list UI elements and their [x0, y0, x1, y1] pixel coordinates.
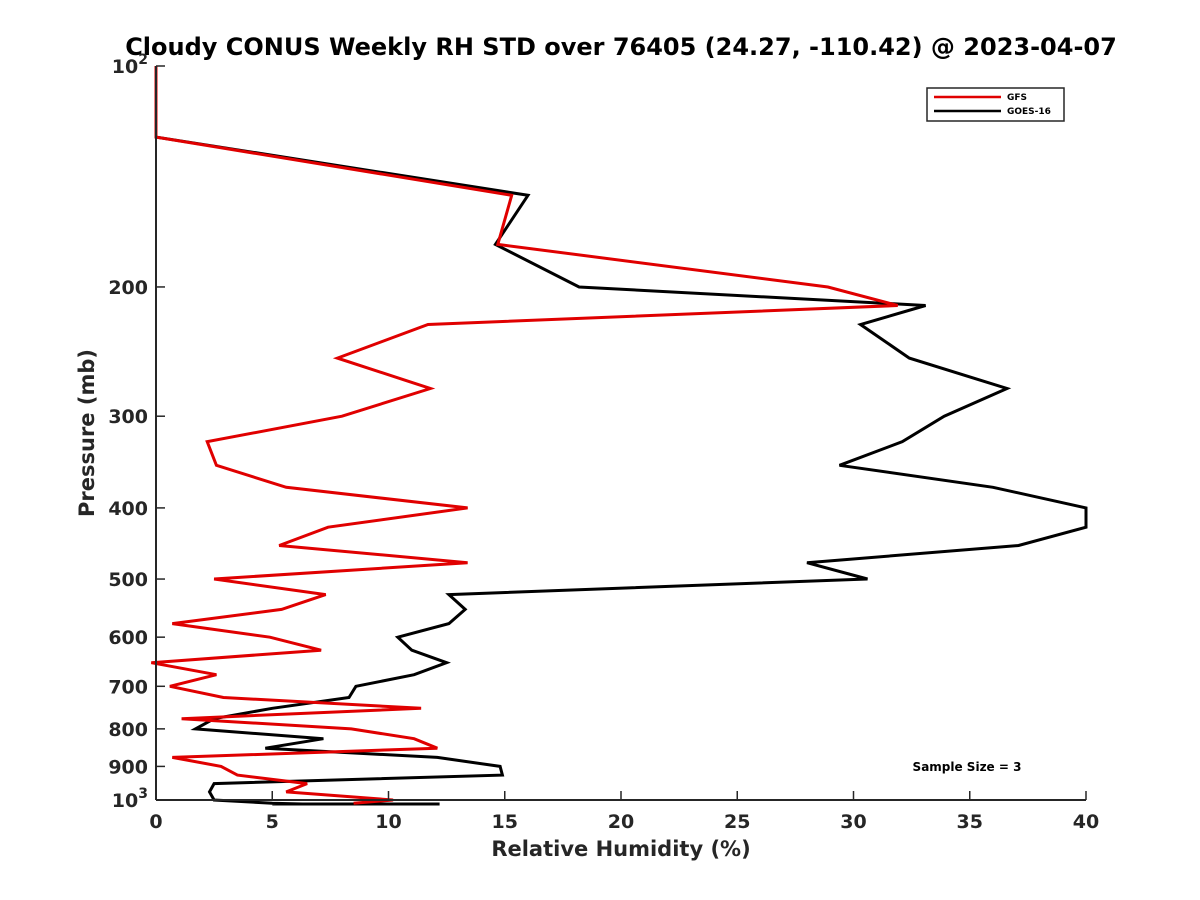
y-tick-label: 800 [108, 719, 148, 741]
y-axis-label: Pressure (mb) [75, 349, 99, 517]
legend-box [926, 87, 1065, 122]
x-axis-ticks: 0 5 10 15 20 25 30 35 40 [149, 791, 1099, 833]
y-tick-label: 700 [108, 676, 148, 698]
x-tick-label: 5 [266, 811, 279, 833]
x-tick-label: 25 [724, 811, 750, 833]
x-tick-label: 20 [608, 811, 634, 833]
sample-size-annotation: Sample Size = 3 [913, 760, 1022, 774]
chart-title: Cloudy CONUS Weekly RH STD over 76405 (2… [125, 33, 1117, 61]
x-tick-label: 10 [375, 811, 401, 833]
x-tick-label: 15 [492, 811, 518, 833]
plot-axes-box [155, 66, 1086, 801]
x-tick-label: 30 [840, 811, 866, 833]
y-tick-label: 900 [108, 756, 148, 778]
legend: GFS GOES-16 [926, 87, 1065, 122]
y-tick-label: 500 [108, 569, 148, 591]
series-line-gfs [151, 66, 899, 805]
legend-label-gfs: GFS [1007, 93, 1027, 103]
x-tick-label: 35 [957, 811, 983, 833]
y-tick-label: 103 [112, 786, 148, 812]
plot-series-group [151, 66, 1088, 806]
y-tick-label: 400 [108, 498, 148, 520]
y-tick-label: 102 [112, 52, 148, 78]
x-tick-label: 0 [149, 811, 162, 833]
series-line-goes16 [154, 66, 1088, 806]
x-axis-label: Relative Humidity (%) [491, 837, 750, 861]
y-axis-ticks: 102 200 300 400 500 600 700 800 900 103 [108, 52, 165, 812]
y-tick-label: 200 [108, 277, 148, 299]
y-tick-label: 600 [108, 627, 148, 649]
x-tick-label: 40 [1073, 811, 1099, 833]
y-tick-label: 300 [108, 406, 148, 428]
legend-label-goes16: GOES-16 [1007, 107, 1051, 117]
